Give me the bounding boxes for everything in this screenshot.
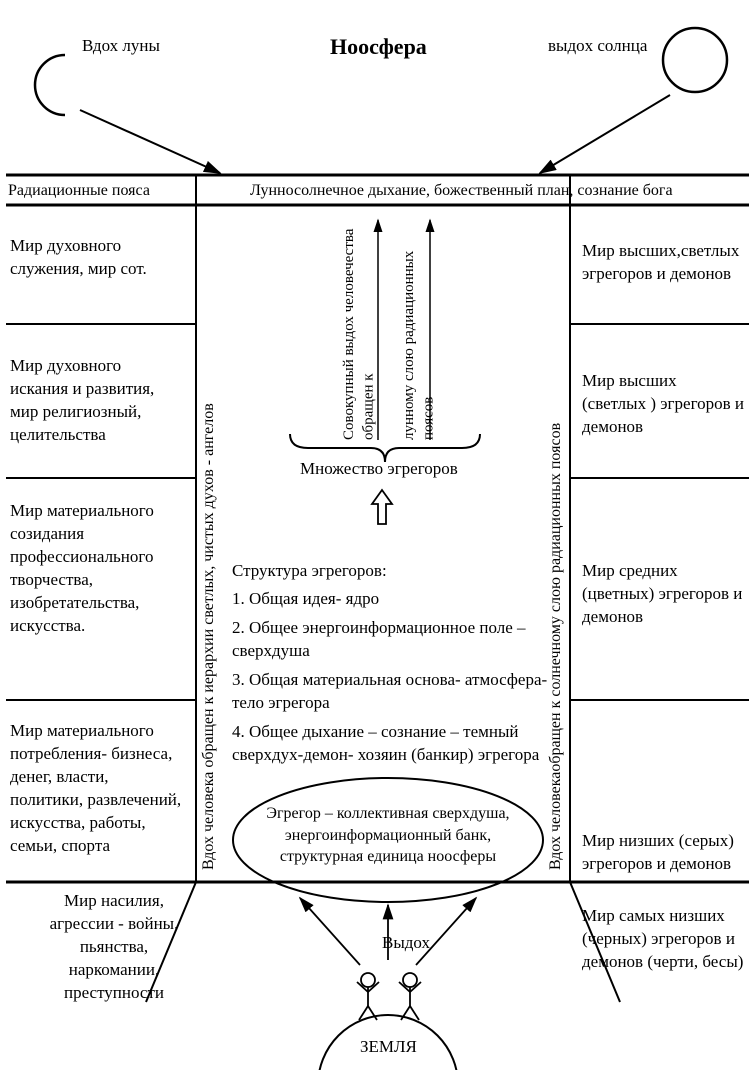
right-row-0: Мир высших,светлых эгрегоров и демонов	[582, 240, 744, 286]
right-row-3: Мир низших (серых) эгрегоров и демонов	[582, 830, 744, 876]
moon-label: Вдох луны	[82, 35, 160, 58]
exhale-label: Выдох	[382, 932, 430, 955]
structure-title: Структура эгрегоров:	[232, 560, 387, 583]
left-row-1: Мир духовного искания и развития, мир ре…	[10, 355, 182, 447]
oval-text: Эгрегор – коллективная сверхдуша, энерго…	[258, 803, 518, 868]
earth-label: ЗЕМЛЯ	[360, 1036, 417, 1059]
vert-center-1: Совокупный выдох человечества обращен к	[340, 215, 374, 440]
diagram-root: Вдох луны Ноосфера выдоx солнца Радиацио…	[0, 0, 755, 1070]
page-title: Ноосфера	[330, 32, 427, 62]
vert-center-2: лунному слою радиационных поясов	[400, 215, 434, 440]
sun-label: выдоx солнца	[548, 35, 647, 58]
left-row-4: Мир насилия, агрессии - войны, пьянства,…	[34, 890, 194, 1005]
egregor-set-label: Множество эгрегоров	[300, 458, 458, 481]
right-row-1: Мир высших (светлых ) эгрегоров и демоно…	[582, 370, 744, 439]
left-row-2: Мир материального созидания профессионал…	[10, 500, 182, 638]
band-center: Лунносолнечное дыхание, божественный пла…	[250, 180, 673, 202]
structure-items: 1. Общая идея- ядро2. Общее энергоинформ…	[232, 588, 562, 773]
left-row-0: Мир духовного служения, мир сот.	[10, 235, 182, 281]
band-left: Радиационные пояса	[8, 180, 150, 202]
right-row-4: Мир самых низших (черных) эгрегоров и де…	[582, 905, 744, 974]
left-row-3: Мир материального потребления- бизнеса, …	[10, 720, 182, 858]
right-row-2: Мир средних (цветных) эгрегоров и демоно…	[582, 560, 744, 629]
vert-left-wall: Вдох человека обращен к иерархии светлых…	[199, 220, 220, 870]
